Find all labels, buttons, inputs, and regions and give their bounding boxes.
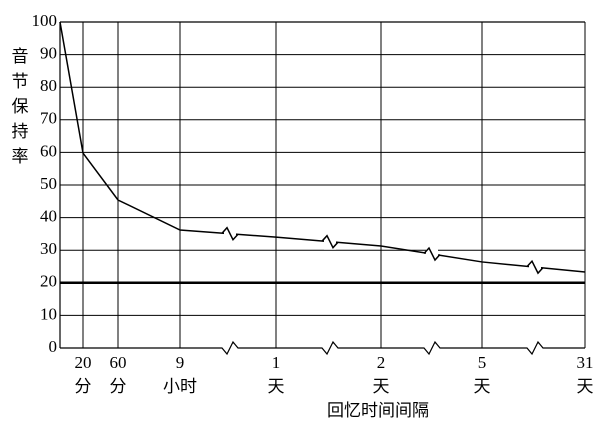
y-axis-label: 音 [12, 47, 29, 66]
x-axis-label: 回忆时间间隔 [327, 401, 429, 420]
data-line [59, 21, 586, 273]
x-axis [60, 340, 585, 356]
x-tick-label: 31 [577, 353, 594, 372]
line-break [526, 259, 544, 275]
line-break [423, 246, 441, 262]
y-axis-label: 节 [12, 72, 29, 91]
y-tick-label: 20 [40, 272, 57, 291]
x-tick-unit: 分 [75, 377, 92, 396]
x-tick-label: 5 [478, 353, 487, 372]
y-tick-label: 80 [40, 76, 57, 95]
y-axis-label: 率 [12, 147, 29, 166]
y-tick-label: 70 [40, 109, 57, 128]
y-tick-label: 60 [40, 141, 57, 160]
y-tick-label: 40 [40, 207, 57, 226]
x-tick-unit: 天 [268, 377, 285, 396]
y-tick-label: 0 [49, 337, 58, 356]
x-tick-label: 20 [75, 353, 92, 372]
y-tick-label: 30 [40, 239, 57, 258]
y-tick-label: 50 [40, 174, 57, 193]
y-tick-label: 90 [40, 44, 57, 63]
line-break [321, 234, 339, 250]
x-tick-label: 1 [272, 353, 281, 372]
x-tick-label: 9 [176, 353, 185, 372]
x-tick-unit: 天 [474, 377, 491, 396]
x-tick-unit: 天 [577, 377, 594, 396]
y-axis-label: 持 [12, 122, 29, 141]
line-break [221, 226, 239, 242]
x-tick-unit: 分 [110, 377, 127, 396]
y-tick-label: 10 [40, 304, 57, 323]
x-tick-label: 60 [110, 353, 127, 372]
y-tick-label: 100 [32, 11, 58, 30]
y-axis-label: 保 [12, 97, 29, 116]
x-tick-unit: 天 [373, 377, 390, 396]
x-tick-unit: 小时 [163, 377, 197, 396]
x-tick-label: 2 [377, 353, 386, 372]
